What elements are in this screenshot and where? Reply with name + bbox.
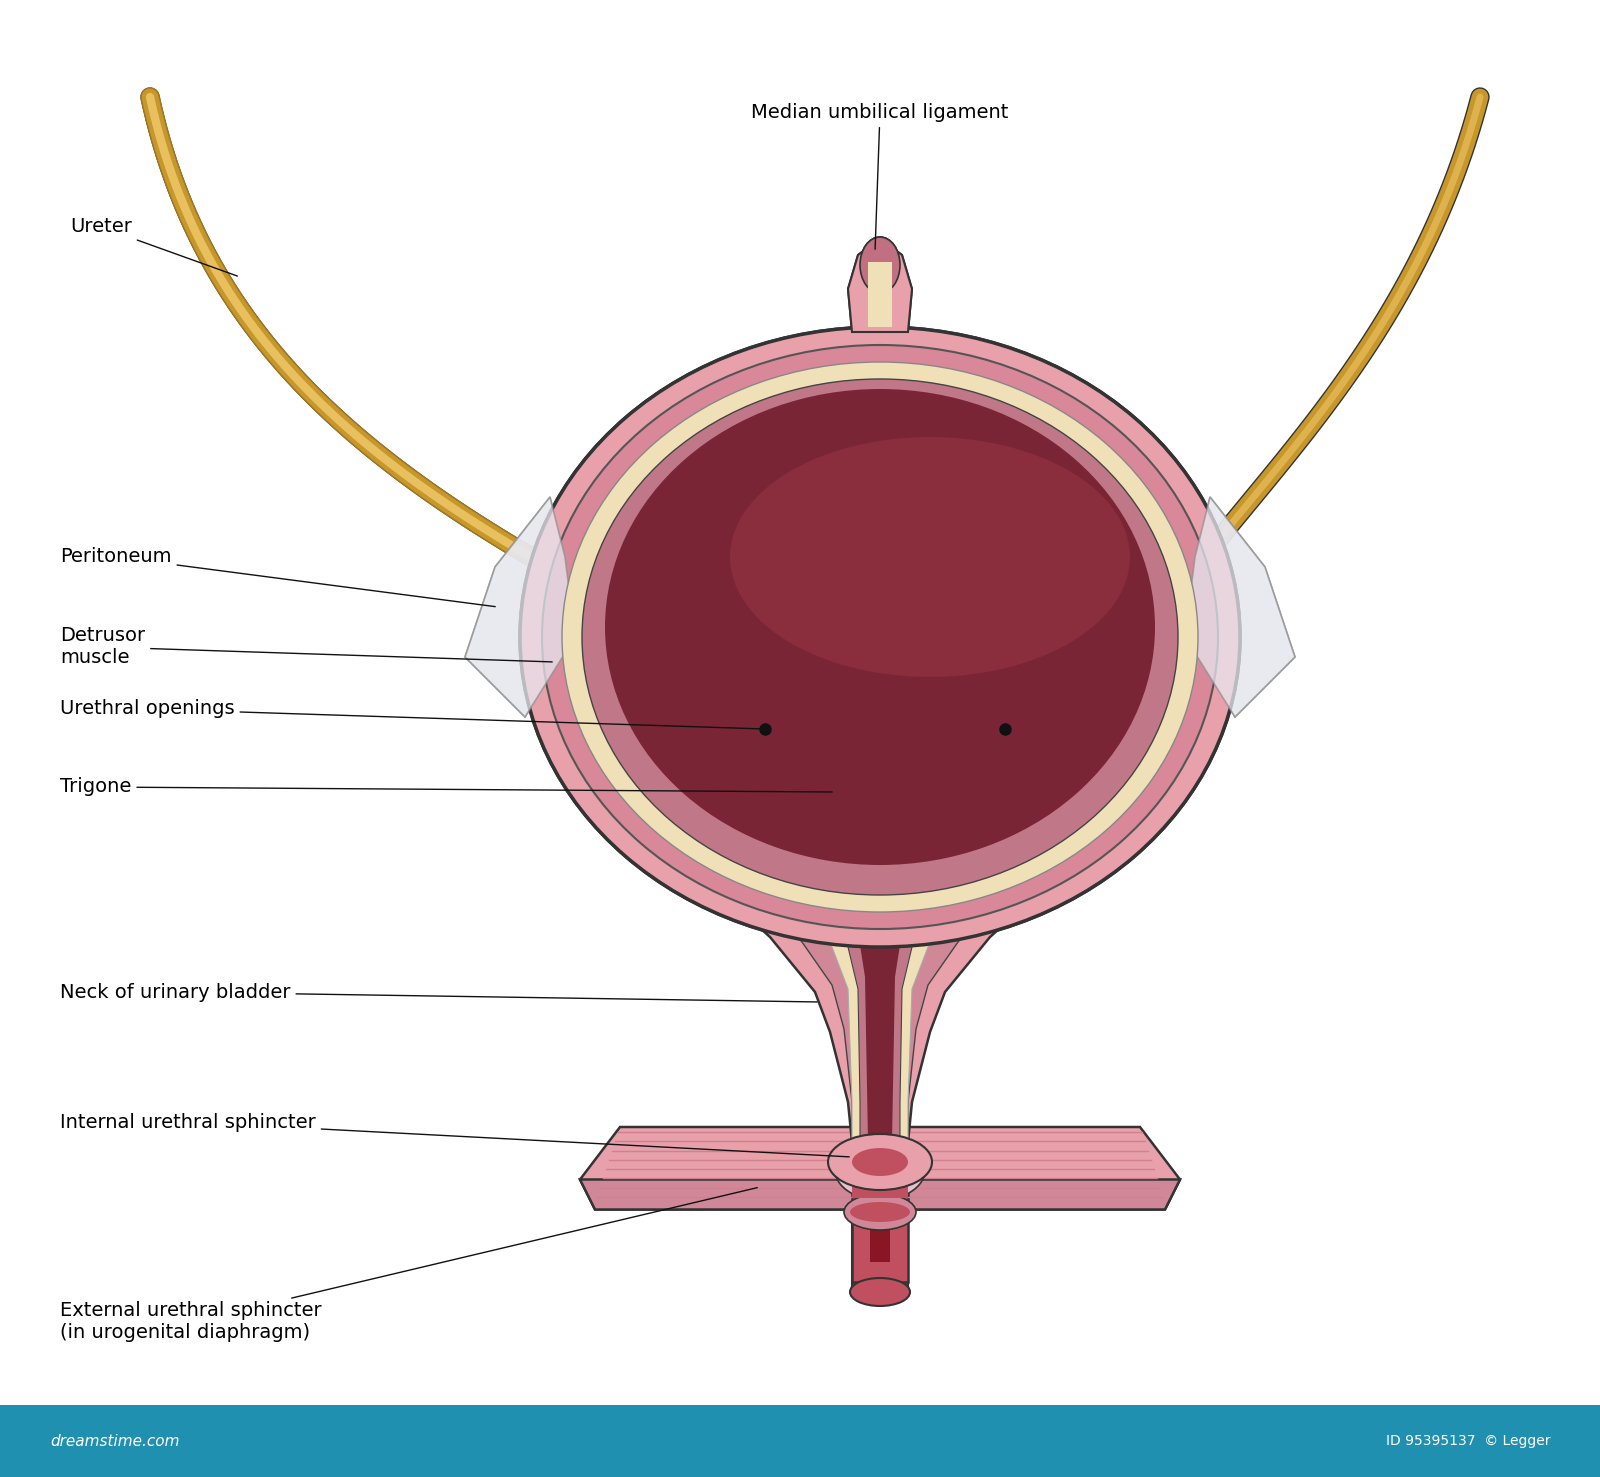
Ellipse shape [845,1193,917,1230]
Polygon shape [720,892,1040,1142]
Polygon shape [869,261,893,326]
Polygon shape [770,902,990,1142]
Polygon shape [466,496,574,716]
Ellipse shape [851,1148,909,1176]
Polygon shape [853,1140,909,1198]
Ellipse shape [730,676,1030,817]
Text: External urethral sphincter
(in urogenital diaphragm): External urethral sphincter (in urogenit… [61,1188,757,1343]
Polygon shape [853,1213,909,1292]
Ellipse shape [542,346,1218,929]
Polygon shape [810,911,950,1142]
Ellipse shape [520,326,1240,947]
Ellipse shape [850,1154,910,1186]
Ellipse shape [861,236,901,292]
Ellipse shape [562,362,1198,911]
Polygon shape [869,261,893,326]
Text: Ureter: Ureter [70,217,237,276]
Ellipse shape [520,326,1240,947]
Polygon shape [1186,496,1294,716]
Ellipse shape [850,1202,910,1221]
Ellipse shape [850,1278,910,1306]
Text: ID 95395137  © Legger: ID 95395137 © Legger [1386,1434,1550,1447]
Polygon shape [858,932,902,1142]
Ellipse shape [605,388,1155,866]
Text: Detrusor
muscle: Detrusor muscle [61,626,552,668]
Ellipse shape [701,477,899,597]
Polygon shape [581,1127,1181,1210]
Text: Internal urethral sphincter: Internal urethral sphincter [61,1112,850,1156]
Polygon shape [466,496,574,716]
Polygon shape [1186,496,1294,716]
Ellipse shape [562,362,1198,911]
Polygon shape [870,1140,890,1261]
Text: Trigone: Trigone [61,777,832,796]
Polygon shape [848,239,912,332]
Ellipse shape [582,380,1178,895]
Polygon shape [581,1180,1181,1210]
Ellipse shape [730,437,1130,676]
Text: Neck of urinary bladder: Neck of urinary bladder [61,982,818,1001]
Ellipse shape [582,380,1178,895]
Ellipse shape [861,236,901,292]
Polygon shape [853,1140,909,1282]
Ellipse shape [829,1134,933,1190]
Polygon shape [832,919,928,1142]
Ellipse shape [730,437,1130,676]
Ellipse shape [542,346,1218,929]
Ellipse shape [605,388,1155,866]
Text: Median umbilical ligament: Median umbilical ligament [752,103,1008,250]
Text: Peritoneum: Peritoneum [61,548,496,607]
Polygon shape [848,239,912,332]
Text: dreamstime.com: dreamstime.com [50,1434,179,1449]
Text: Urethral openings: Urethral openings [61,700,762,730]
Bar [0,1405,1600,1477]
Ellipse shape [835,1140,925,1199]
